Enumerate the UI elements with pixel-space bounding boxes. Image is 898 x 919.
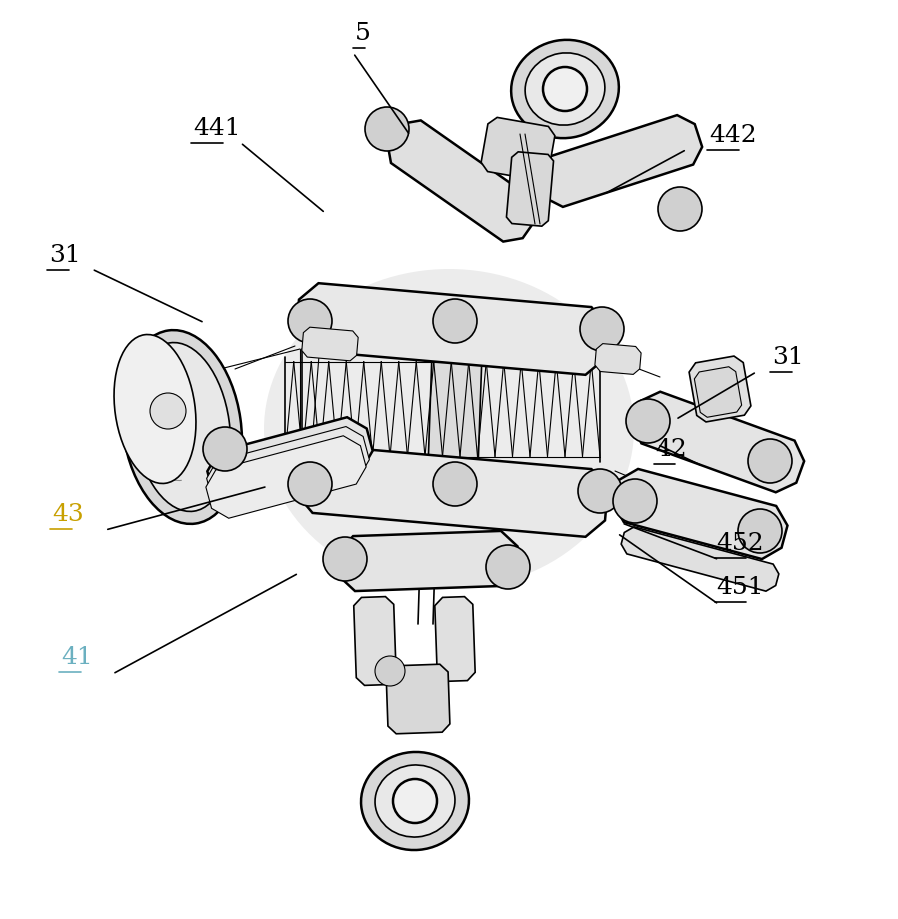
Circle shape	[748, 439, 792, 483]
Ellipse shape	[264, 269, 634, 589]
Polygon shape	[689, 356, 751, 422]
Polygon shape	[481, 118, 555, 181]
Polygon shape	[694, 367, 742, 417]
Circle shape	[738, 509, 782, 553]
Ellipse shape	[525, 53, 605, 125]
Circle shape	[433, 462, 477, 506]
Text: 42: 42	[656, 438, 687, 461]
Ellipse shape	[114, 335, 196, 483]
Circle shape	[375, 656, 405, 686]
Polygon shape	[632, 391, 804, 493]
Polygon shape	[354, 596, 396, 686]
Polygon shape	[506, 152, 553, 226]
Circle shape	[203, 427, 247, 471]
Circle shape	[613, 479, 657, 523]
Polygon shape	[612, 469, 788, 559]
Text: 452: 452	[717, 532, 764, 555]
Polygon shape	[207, 426, 369, 512]
Text: 5: 5	[355, 22, 371, 45]
Circle shape	[150, 393, 186, 429]
Circle shape	[393, 779, 437, 823]
Text: 31: 31	[772, 346, 804, 369]
Polygon shape	[538, 115, 702, 207]
Polygon shape	[388, 120, 536, 242]
Circle shape	[365, 107, 409, 151]
Polygon shape	[206, 436, 366, 518]
Circle shape	[626, 399, 670, 443]
Polygon shape	[296, 283, 608, 375]
Text: 43: 43	[52, 503, 84, 526]
Polygon shape	[435, 596, 475, 681]
Circle shape	[543, 67, 587, 111]
Text: 451: 451	[717, 576, 764, 599]
Text: 41: 41	[61, 646, 92, 669]
Text: 442: 442	[709, 124, 757, 147]
Polygon shape	[427, 325, 483, 496]
Polygon shape	[296, 445, 608, 537]
Polygon shape	[207, 417, 373, 505]
Polygon shape	[302, 327, 358, 361]
Polygon shape	[386, 664, 450, 733]
Ellipse shape	[361, 752, 469, 850]
Circle shape	[288, 299, 332, 343]
Text: 31: 31	[49, 244, 81, 267]
Circle shape	[288, 462, 332, 506]
Circle shape	[580, 307, 624, 351]
Circle shape	[486, 545, 530, 589]
Polygon shape	[338, 531, 518, 591]
Circle shape	[323, 537, 367, 581]
Polygon shape	[594, 344, 641, 374]
Circle shape	[578, 469, 622, 513]
Polygon shape	[621, 527, 779, 591]
Circle shape	[433, 299, 477, 343]
Text: 441: 441	[193, 117, 241, 140]
Ellipse shape	[122, 330, 242, 524]
Ellipse shape	[134, 343, 231, 512]
Circle shape	[658, 187, 702, 231]
Ellipse shape	[511, 40, 619, 138]
Ellipse shape	[375, 765, 455, 837]
